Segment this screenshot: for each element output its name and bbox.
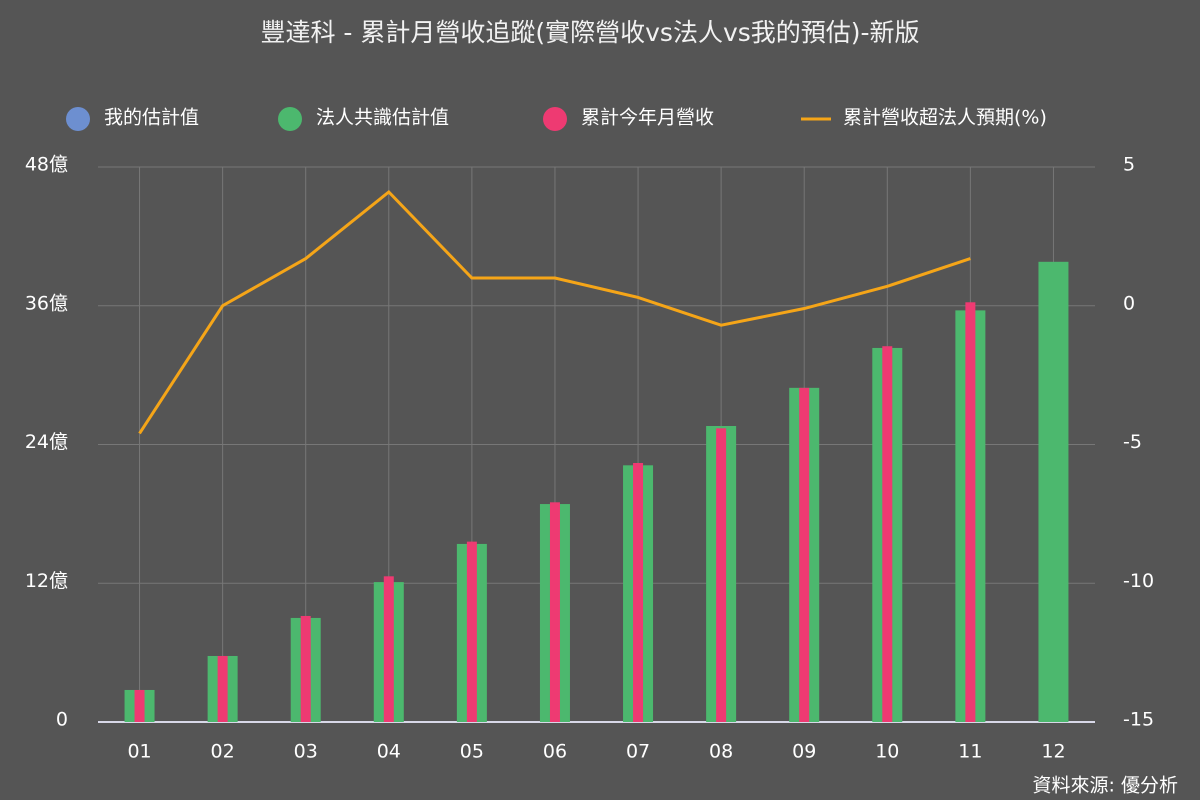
bar	[799, 387, 810, 722]
y-tick-label: 12億	[25, 570, 68, 592]
bar	[300, 615, 311, 722]
x-tick-label: 07	[626, 741, 650, 763]
x-tick-label: 10	[875, 741, 899, 763]
bar	[217, 655, 228, 722]
chart-title: 豐達科 - 累計月營收追蹤(實際營收vs法人vs我的預估)-新版	[260, 18, 919, 47]
legend-swatch	[278, 107, 302, 131]
x-tick-label: 05	[460, 741, 484, 763]
bar	[633, 463, 644, 722]
source: 資料來源: 優分析	[1033, 775, 1178, 797]
line	[138, 189, 971, 435]
legend-label: 累計營收超法人預期(%)	[843, 107, 1047, 129]
x-tick-label: 01	[127, 741, 151, 763]
legend-label: 法人共識估計值	[316, 107, 449, 129]
y-tick-label: 48億	[25, 154, 68, 176]
y2-tick-label: -10	[1123, 570, 1154, 592]
x-tick-label: 11	[958, 741, 982, 763]
y2-tick-label: -5	[1123, 431, 1142, 453]
bar	[882, 346, 893, 722]
bar	[716, 428, 727, 722]
legend-label: 累計今年月營收	[581, 107, 714, 129]
bar	[549, 502, 560, 722]
bar	[134, 689, 145, 722]
y2-tick-label: 5	[1123, 154, 1135, 176]
x-tick-label: 09	[792, 741, 816, 763]
x-tick-label: 03	[294, 741, 318, 763]
legend-swatch	[66, 107, 90, 131]
y-tick-label: 36億	[25, 292, 68, 314]
x-tick-label: 08	[709, 741, 733, 763]
bar	[1038, 261, 1069, 722]
x-tick-label: 02	[211, 741, 235, 763]
legend-label: 我的估計值	[104, 107, 199, 129]
x-tick-label: 06	[543, 741, 567, 763]
y-tick-label: 24億	[25, 431, 68, 453]
bar	[965, 302, 976, 722]
x-tick-label: 12	[1041, 741, 1065, 763]
y-tick-label: 0	[56, 709, 68, 731]
y2-tick-label: 0	[1123, 292, 1135, 314]
bar	[466, 541, 477, 722]
y2-tick-label: -15	[1123, 709, 1154, 731]
legend-swatch	[543, 107, 567, 131]
x-tick-label: 04	[377, 741, 401, 763]
bar	[383, 576, 394, 722]
